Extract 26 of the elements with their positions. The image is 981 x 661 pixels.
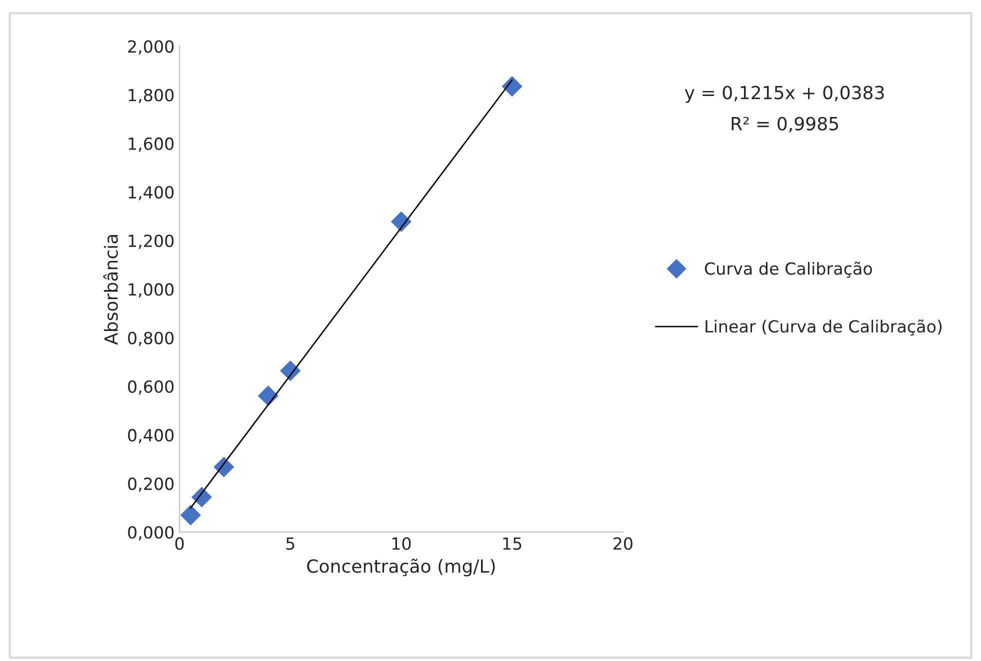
y-tick-label: 1,800	[128, 88, 174, 104]
text: y = 0,1215x + 0,0383	[684, 86, 884, 103]
point	[214, 456, 234, 478]
x-tick-label: 10	[392, 537, 411, 550]
x-tick-label: 5	[286, 537, 294, 550]
text: R² = 0,9985	[732, 116, 838, 132]
y-tick-label: 0,200	[128, 477, 174, 492]
point	[180, 504, 201, 526]
point	[390, 211, 412, 232]
x-axis-title: Concentração (mg/L)	[307, 558, 495, 576]
y-tick-label: 0,800	[128, 332, 174, 346]
y-tick-label: 1,400	[128, 186, 174, 200]
y-tick-label: 0,600	[128, 380, 174, 395]
x-tick-label: 20	[614, 537, 632, 550]
y-tick-label: 1,200	[128, 234, 174, 249]
y-tick-label: 1,600	[128, 137, 174, 152]
y-tick-label: 1,000	[128, 283, 174, 298]
y-tick-label: 0,000	[128, 526, 174, 540]
y-tick-label: 2,000	[128, 40, 174, 55]
x-tick-label: 15	[503, 537, 522, 550]
legend-label: Curva de Calibração	[704, 262, 872, 278]
y-axis-title: Absorbância	[103, 234, 118, 345]
point	[502, 76, 522, 97]
x-tick-label: 0	[175, 537, 184, 550]
legend-label: Linear (Curva de Calibração)	[706, 319, 942, 336]
y-tick-label: 0,400	[128, 428, 174, 444]
